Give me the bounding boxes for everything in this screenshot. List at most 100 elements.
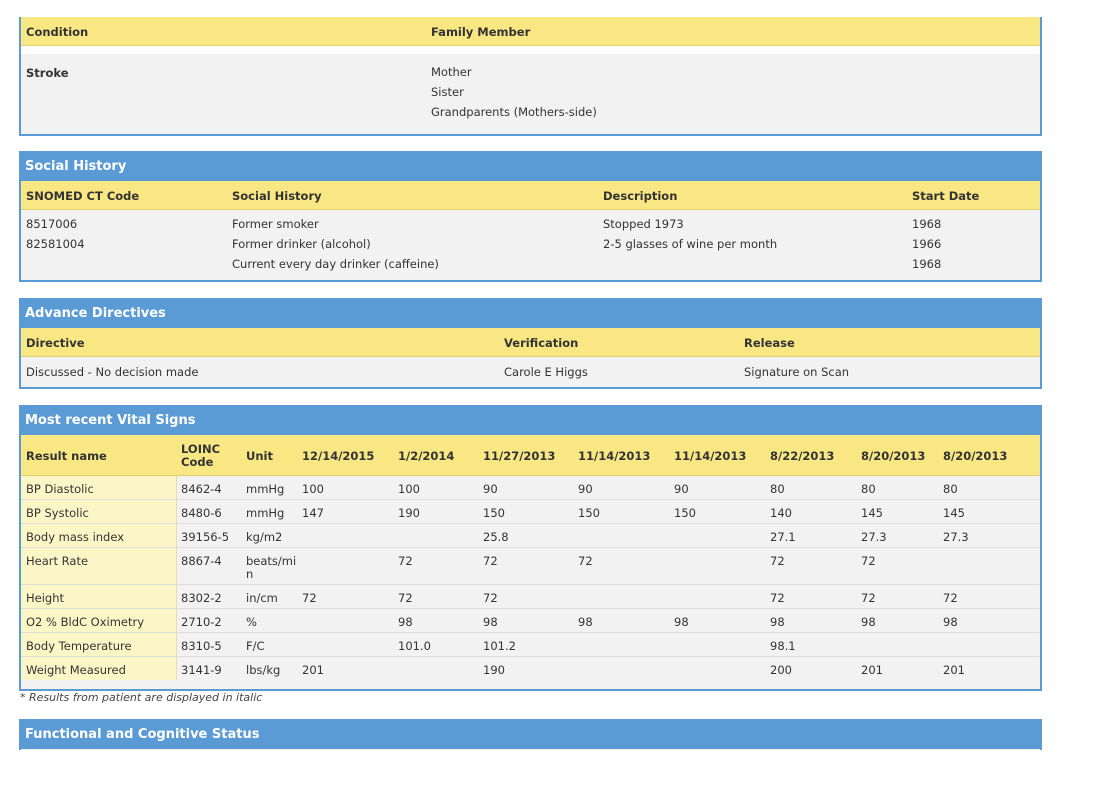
result-name-cell: O2 % BldC Oximetry [21,609,177,632]
advance-directives-section: Advance Directives Directive Verificatio… [19,298,1042,389]
result-value: 200 [770,663,792,677]
result-value: 72 [770,554,785,568]
table-row: Body mass index 39156-5 kg/m2 25.8 27.1 27.3 2… [21,523,1040,547]
social-history-item: Current every day drinker (caffeine) [232,257,439,271]
result-value: 72 [861,591,876,605]
result-value: 150 [483,506,505,520]
description: 2-5 glasses of wine per month [603,237,778,251]
result-value: 140 [770,506,792,520]
result-value: 101.2 [483,639,516,653]
result-name: Weight Measured [26,663,126,677]
table-row: Discussed - No decision made Carole E Hi… [21,357,1040,387]
result-value: 145 [861,506,883,520]
result-value: 98 [483,615,498,629]
header-date: 12/14/2015 [302,449,375,463]
loinc-code: 39156-5 [181,530,230,544]
result-value: 90 [674,482,689,496]
result-name-cell: Height [21,585,177,608]
table-row: Weight Measured 3141-9 lbs/kg 201 190 200 201 2… [21,656,1040,680]
result-name-cell: BP Diastolic [21,476,177,499]
vital-signs-header: Result name LOINC Code Unit 12/14/2015 1… [21,435,1040,476]
result-value: 101.0 [398,639,431,653]
start-date: 1968 [912,257,942,271]
section-title: Most recent Vital Signs [21,407,1040,435]
section-title: Functional and Cognitive Status [21,721,1040,749]
loinc-code: 2710-2 [181,615,222,629]
unit: % [246,615,257,629]
table-row: Heart Rate 8867-4 beats/mi n 72 72 72 72 72 [21,547,1040,584]
result-value: 201 [302,663,324,677]
result-name: Heart Rate [26,554,89,568]
directive: Discussed - No decision made [26,365,199,379]
header-condition: Condition [26,25,89,39]
family-member: Sister [431,85,464,99]
unit: mmHg [246,506,285,520]
result-value: 100 [302,482,324,496]
header-date: 1/2/2014 [398,449,455,463]
header-date: 8/20/2013 [861,449,926,463]
result-value: 72 [398,591,413,605]
result-name: BP Diastolic [26,482,94,496]
result-value: 72 [483,554,498,568]
table-row: Height 8302-2 in/cm 72 72 72 72 72 72 [21,584,1040,608]
social-history-item: Former smoker [232,217,319,231]
loinc-code: 8302-2 [181,591,222,605]
header-date: 11/14/2013 [578,449,651,463]
loinc-code: 3141-9 [181,663,222,677]
result-value: 150 [578,506,600,520]
result-value: 72 [398,554,413,568]
result-value: 201 [861,663,883,677]
result-value: 25.8 [483,530,509,544]
result-value: 90 [578,482,593,496]
table-row: Body Temperature 8310-5 F/C 101.0 101.2 98.1 [21,632,1040,656]
result-value: 72 [483,591,498,605]
result-value: 145 [943,506,965,520]
snomed-code: 8517006 [26,217,78,231]
result-value: 147 [302,506,324,520]
header-start-date: Start Date [912,189,980,203]
result-value: 190 [398,506,420,520]
header-date: 8/22/2013 [770,449,835,463]
family-history-header: Condition Family Member [21,17,1040,46]
result-value: 72 [770,591,785,605]
unit: kg/m2 [246,530,283,544]
unit: in/cm [246,591,278,605]
result-value: 98 [674,615,689,629]
loinc-code: 8310-5 [181,639,222,653]
unit: n [246,567,254,581]
loinc-code: 8867-4 [181,554,222,568]
header-date: 8/20/2013 [943,449,1008,463]
header-snomed-code: SNOMED CT Code [26,189,140,203]
unit: mmHg [246,482,285,496]
verification: Carole E Higgs [504,365,588,379]
result-value: 98 [398,615,413,629]
header-loinc-line1: LOINC [181,442,221,456]
table-row: Current every day drinker (caffeine) 196… [21,250,1040,271]
social-history-header: SNOMED CT Code Social History Descriptio… [21,181,1040,210]
description: Stopped 1973 [603,217,684,231]
result-name: Height [26,591,65,605]
result-value: 98 [943,615,958,629]
release: Signature on Scan [744,365,850,379]
result-value: 98 [770,615,785,629]
loinc-code: 8462-4 [181,482,222,496]
result-name-cell: Body Temperature [21,633,177,656]
header-social-history: Social History [232,189,322,203]
family-history-row: Stroke Mother Sister Grandparents (Mothe… [21,46,1040,143]
social-history-item: Former drinker (alcohol) [232,237,371,251]
table-row: O2 % BldC Oximetry 2710-2% 98 98 98 98 98 98 98 [21,608,1040,632]
result-name: O2 % BldC Oximetry [26,615,145,629]
unit: lbs/kg [246,663,281,677]
table-row: BP Systolic 8480-6 mmHg 147 190 150 150 150 140 1… [21,499,1040,523]
result-value: 150 [674,506,696,520]
start-date: 1966 [912,237,942,251]
family-history-section: Condition Family Member Stroke Mother Si… [19,17,1042,136]
header-family-member: Family Member [431,25,531,39]
start-date: 1968 [912,217,942,231]
result-value: 80 [943,482,958,496]
loinc-code: 8480-6 [181,506,222,520]
condition-name: Stroke [26,66,69,80]
result-name-cell: Body mass index [21,524,177,547]
result-name-cell: Weight Measured [21,657,177,680]
result-value: 27.3 [943,530,969,544]
